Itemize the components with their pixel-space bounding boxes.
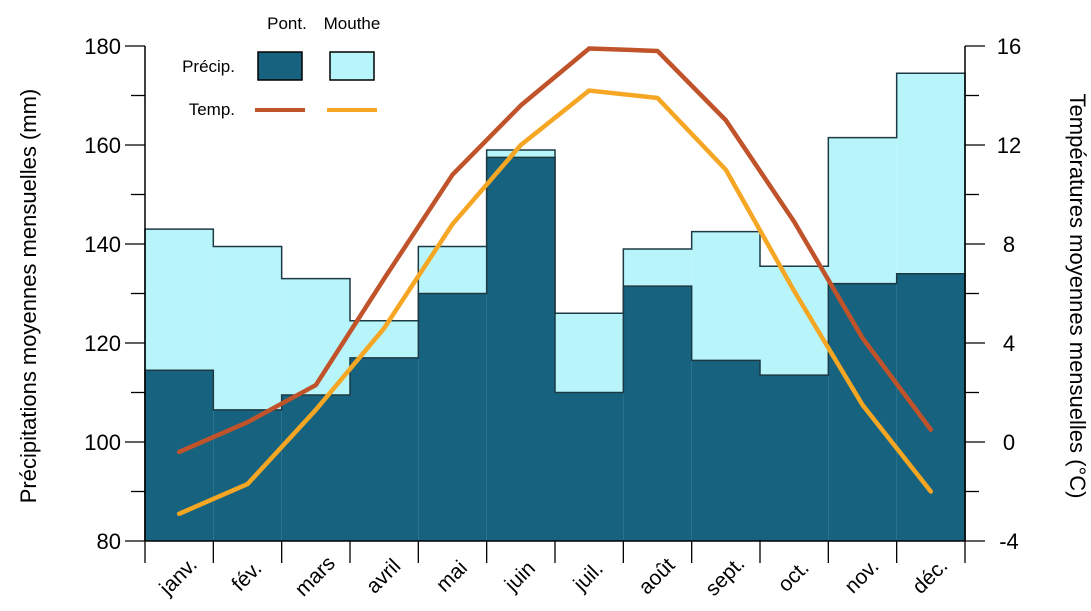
left-tick-label: 120 <box>84 331 121 356</box>
month-label-6: juil. <box>569 557 608 596</box>
precip-outline-pont <box>144 156 966 541</box>
legend-col-mouthe: Mouthe <box>324 14 381 33</box>
month-label-8: sept. <box>701 552 749 600</box>
left-tick-label: 100 <box>84 430 121 455</box>
right-axis-ticks: -4 0 4 8 12 16 <box>965 34 1021 554</box>
left-axis-ticks: 80 100 120 140 160 180 <box>84 34 145 554</box>
precip-bar-pont-1 <box>213 409 282 541</box>
right-tick-label: 8 <box>1003 232 1015 257</box>
month-label-2: mars <box>291 552 340 601</box>
precip-bar-pont-11 <box>896 273 965 541</box>
precip-bar-pont-9 <box>760 375 829 541</box>
left-tick-label: 80 <box>97 529 121 554</box>
temp-line-pont <box>176 46 934 455</box>
right-tick-label: 4 <box>1003 331 1015 356</box>
month-label-3: avril <box>362 555 405 598</box>
precip-bar-pont-2 <box>281 394 350 541</box>
right-tick-label: 16 <box>997 34 1021 59</box>
left-axis-title: Précipitations moyennes mensuelles (mm) <box>16 89 41 504</box>
temp-line-mouthe <box>176 88 934 517</box>
left-tick-label: 140 <box>84 232 121 257</box>
precip-bar-pont-10 <box>828 283 897 541</box>
month-label-0: janv. <box>155 553 202 600</box>
month-label-4: mai <box>432 556 472 596</box>
month-label-11: déc. <box>908 554 952 598</box>
legend-col-pont: Pont. <box>267 14 307 33</box>
legend: Pont. Mouthe Précip. Temp. <box>182 14 380 119</box>
month-label-1: fév. <box>227 557 266 596</box>
month-label-10: nov. <box>840 555 883 598</box>
temperature-lines <box>176 46 934 517</box>
right-tick-label: 12 <box>997 133 1021 158</box>
month-label-9: oct. <box>773 556 813 596</box>
right-tick-label: 0 <box>1003 430 1015 455</box>
precip-bar-pont-8 <box>691 360 760 541</box>
legend-precip-swatch-pont <box>257 51 303 81</box>
precip-bar-pont-5 <box>486 157 555 541</box>
precip-bar-pont-6 <box>555 392 624 541</box>
right-axis-title: Températures moyennes mensuelles (°C) <box>1065 94 1090 499</box>
x-axis-ticks: janv. fév. mars avril mai juin juil. août sept. o… <box>144 541 966 601</box>
precip-bar-pont-4 <box>418 293 487 541</box>
left-tick-label: 160 <box>84 133 121 158</box>
month-label-5: juin <box>500 557 540 597</box>
legend-row-temp: Temp. <box>189 100 235 119</box>
right-tick-label: -4 <box>999 529 1019 554</box>
legend-precip-swatch-mouthe <box>329 51 375 81</box>
precip-bar-pont-7 <box>623 286 692 541</box>
left-tick-label: 180 <box>84 34 121 59</box>
month-label-7: août <box>634 554 679 599</box>
precip-bar-pont-3 <box>350 357 419 541</box>
legend-row-precip: Précip. <box>182 57 235 76</box>
